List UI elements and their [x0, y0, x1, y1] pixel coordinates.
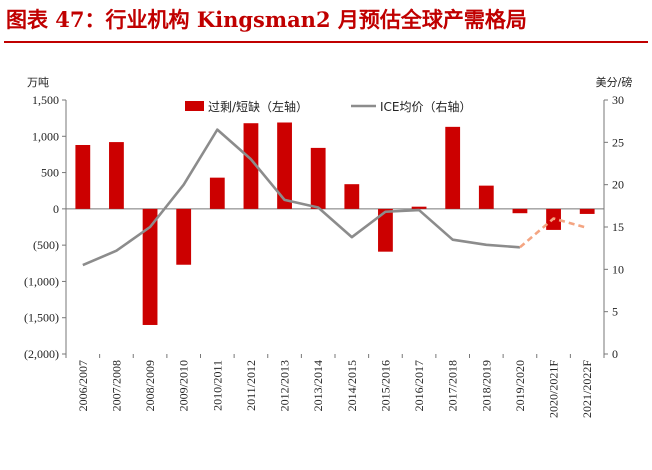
left-tick-label: (1,000) — [24, 274, 59, 288]
bar-2010/2011 — [209, 177, 225, 209]
x-tick-label: 2007/2008 — [109, 360, 123, 411]
right-tick-label: 10 — [612, 262, 624, 276]
x-tick-label: 2008/2009 — [143, 360, 157, 411]
bar-2008/2009 — [142, 208, 158, 325]
x-tick-label: 2020/2021F — [547, 360, 561, 418]
bar-2015/2016 — [378, 208, 393, 252]
bar-2014/2015 — [344, 184, 360, 209]
right-tick-label: 5 — [612, 305, 618, 319]
legend-bar-label: 过剩/短缺（左轴） — [208, 99, 308, 114]
left-tick-label: (1,500) — [24, 311, 59, 325]
labels-layer: 1,500 1,000 500 0 (500) (1,000) (1,500) (2,000)… — [24, 75, 632, 418]
x-tick-label: 2017/2018 — [446, 360, 460, 411]
left-tick-label: 1,500 — [32, 93, 59, 107]
bar-series-layer — [75, 122, 595, 325]
legend-bar-swatch — [185, 101, 204, 111]
bar-2019/2020 — [512, 208, 528, 214]
bar-2016/2017 — [411, 206, 427, 209]
bar-2017/2018 — [445, 126, 461, 209]
bar-2018/2019 — [478, 185, 494, 209]
x-tick-label: 2009/2010 — [177, 360, 191, 411]
bar-2012/2013 — [277, 122, 292, 209]
left-tick-label: 0 — [53, 202, 59, 216]
left-tick-label: (2,000) — [24, 347, 59, 361]
legend-line-label: ICE均价（右轴） — [380, 99, 472, 114]
x-tick-label: 2016/2017 — [412, 360, 426, 411]
bar-2011/2012 — [243, 123, 259, 209]
left-tick-label: 1,000 — [32, 129, 59, 143]
x-tick-label: 2006/2007 — [76, 360, 90, 411]
right-tick-label: 25 — [612, 135, 624, 149]
bar-2021/2022F — [579, 208, 595, 214]
bar-2009/2010 — [176, 208, 192, 265]
right-tick-label: 15 — [612, 220, 624, 234]
bar-2006/2007 — [75, 144, 91, 209]
legend: 过剩/短缺（左轴） ICE均价（右轴） — [185, 99, 472, 114]
x-tick-label: 2015/2016 — [378, 360, 392, 411]
x-tick-label: 2010/2011 — [210, 360, 224, 411]
title-rule — [4, 41, 648, 43]
right-tick-label: 0 — [612, 347, 618, 361]
x-tick-label: 2018/2019 — [479, 360, 493, 411]
ice-price-forecast-line — [519, 217, 588, 249]
bar-2013/2014 — [310, 147, 326, 209]
line-series-layer — [82, 128, 588, 267]
x-tick-label: 2014/2015 — [345, 360, 359, 411]
figure-title: 图表 47：行业机构 Kingsman2 月预估全球产需格局 — [6, 7, 527, 32]
right-tick-label: 30 — [612, 93, 624, 107]
right-tick-label: 20 — [612, 178, 624, 192]
ice-price-line — [82, 128, 521, 267]
x-tick-label: 2012/2013 — [278, 360, 292, 411]
bar-2007/2008 — [109, 142, 124, 209]
left-tick-label: 500 — [41, 166, 59, 180]
x-tick-label: 2021/2022F — [580, 360, 594, 418]
left-axis-unit: 万吨 — [27, 76, 49, 89]
x-tick-label: 2011/2012 — [244, 360, 258, 411]
left-tick-label: (500) — [33, 238, 59, 252]
x-tick-label: 2019/2020 — [513, 360, 527, 411]
x-tick-label: 2013/2014 — [311, 360, 325, 411]
right-axis-unit: 美分/磅 — [596, 75, 633, 89]
